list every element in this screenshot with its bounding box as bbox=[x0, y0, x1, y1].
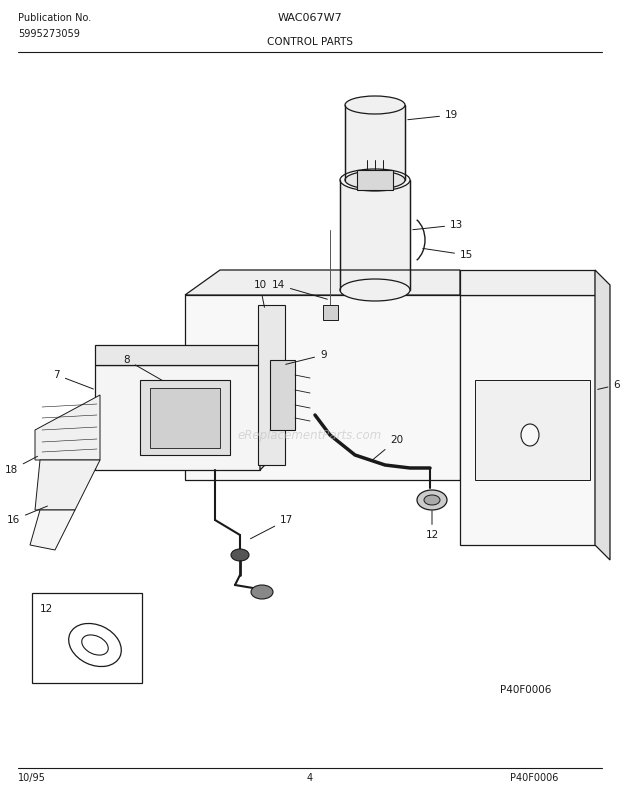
Polygon shape bbox=[185, 295, 460, 480]
Text: 12: 12 bbox=[40, 604, 53, 614]
Text: 7: 7 bbox=[53, 370, 94, 389]
Polygon shape bbox=[140, 380, 230, 455]
Bar bbox=[340, 180, 410, 290]
Ellipse shape bbox=[417, 490, 447, 510]
Ellipse shape bbox=[345, 171, 405, 189]
Text: 10: 10 bbox=[254, 280, 267, 307]
Text: 16: 16 bbox=[7, 506, 47, 525]
Ellipse shape bbox=[424, 495, 440, 505]
Ellipse shape bbox=[340, 169, 410, 191]
Polygon shape bbox=[260, 330, 275, 470]
Text: 19: 19 bbox=[408, 110, 458, 120]
Polygon shape bbox=[475, 380, 590, 480]
Text: 14: 14 bbox=[272, 280, 327, 299]
Polygon shape bbox=[357, 170, 393, 190]
Polygon shape bbox=[460, 270, 595, 295]
Polygon shape bbox=[460, 295, 595, 545]
Polygon shape bbox=[150, 388, 220, 448]
Polygon shape bbox=[270, 360, 295, 430]
Ellipse shape bbox=[521, 424, 539, 446]
Text: CONTROL PARTS: CONTROL PARTS bbox=[267, 37, 353, 47]
Ellipse shape bbox=[231, 549, 249, 561]
Ellipse shape bbox=[251, 585, 273, 599]
Ellipse shape bbox=[345, 96, 405, 114]
Text: 8: 8 bbox=[123, 355, 162, 381]
Polygon shape bbox=[95, 345, 260, 365]
Text: Publication No.: Publication No. bbox=[18, 13, 91, 23]
Text: 18: 18 bbox=[5, 456, 38, 475]
Polygon shape bbox=[35, 395, 100, 460]
Text: P40F0006: P40F0006 bbox=[510, 773, 559, 783]
Text: P40F0006: P40F0006 bbox=[500, 685, 551, 695]
Text: 12: 12 bbox=[425, 511, 438, 540]
Polygon shape bbox=[258, 305, 285, 465]
Polygon shape bbox=[95, 365, 260, 470]
Text: 6: 6 bbox=[598, 380, 620, 390]
Text: 4: 4 bbox=[307, 773, 313, 783]
Polygon shape bbox=[35, 460, 100, 510]
Text: 15: 15 bbox=[423, 248, 473, 260]
Text: eReplacementParts.com: eReplacementParts.com bbox=[238, 428, 382, 442]
Ellipse shape bbox=[340, 279, 410, 301]
Text: 20: 20 bbox=[372, 435, 403, 460]
Polygon shape bbox=[323, 305, 338, 320]
Polygon shape bbox=[595, 270, 610, 560]
Polygon shape bbox=[30, 510, 75, 550]
Text: WAC067W7: WAC067W7 bbox=[278, 13, 342, 23]
Polygon shape bbox=[185, 270, 460, 295]
Text: 13: 13 bbox=[413, 220, 463, 230]
Bar bbox=[345, 105, 405, 180]
Text: 9: 9 bbox=[286, 350, 327, 364]
Text: 10/95: 10/95 bbox=[18, 773, 46, 783]
Text: 17: 17 bbox=[250, 515, 293, 538]
Text: 5995273059: 5995273059 bbox=[18, 29, 80, 39]
Bar bbox=[32, 593, 142, 683]
